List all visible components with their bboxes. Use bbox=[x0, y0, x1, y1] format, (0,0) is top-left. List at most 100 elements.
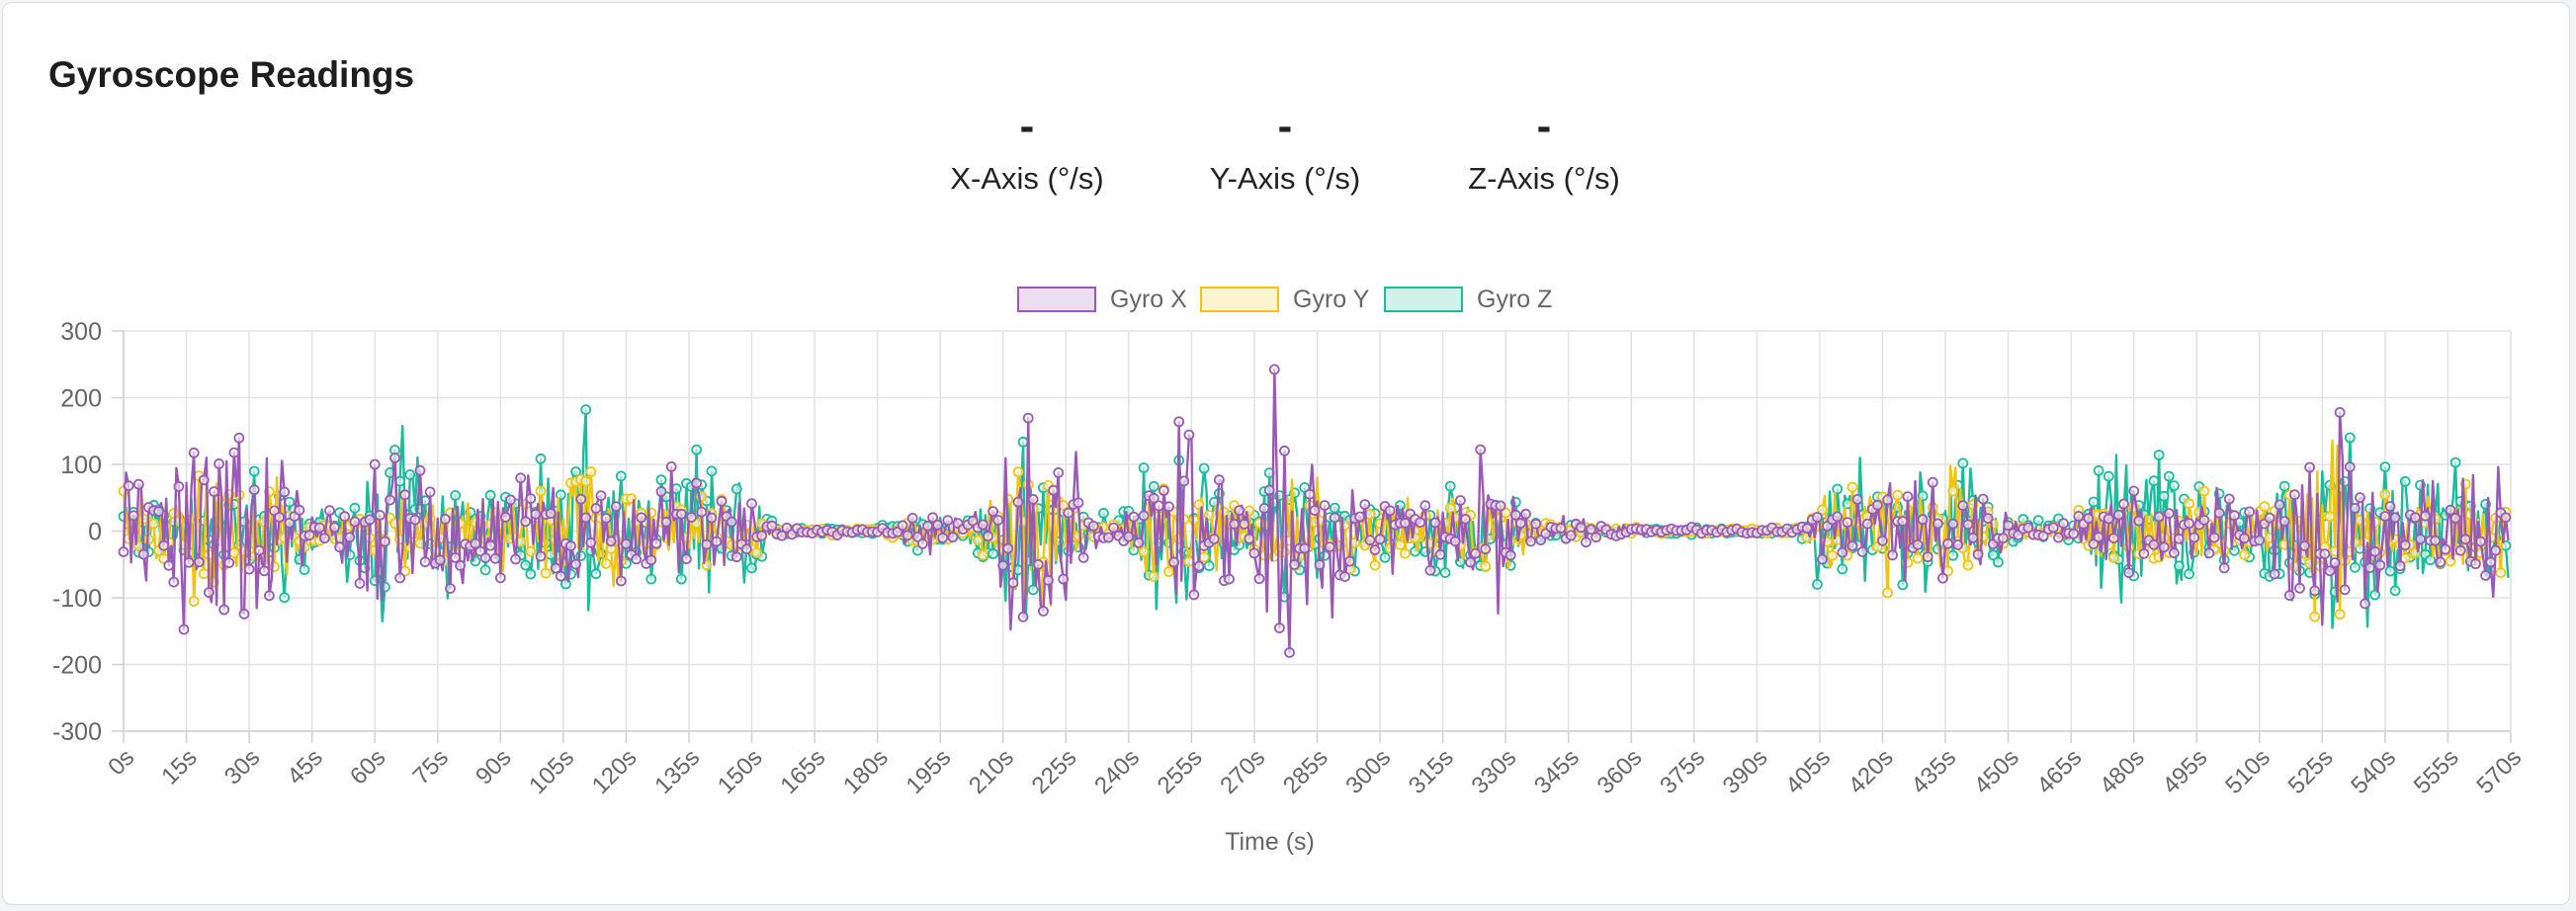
data-point bbox=[655, 474, 667, 486]
data-point bbox=[2184, 498, 2195, 510]
x-tick-label: 225s bbox=[1027, 744, 1082, 799]
x-tick-label: 255s bbox=[1153, 744, 1208, 799]
data-point bbox=[897, 520, 908, 532]
data-point bbox=[911, 532, 923, 542]
legend-swatch bbox=[1384, 287, 1463, 312]
data-point bbox=[137, 548, 149, 560]
data-point bbox=[1364, 535, 1376, 546]
data-point bbox=[696, 506, 708, 518]
data-point bbox=[1449, 536, 1461, 547]
data-point bbox=[1470, 547, 1482, 559]
data-point bbox=[716, 495, 728, 507]
data-point bbox=[1058, 573, 1070, 585]
data-point bbox=[419, 556, 431, 568]
data-point bbox=[1359, 499, 1371, 511]
data-point bbox=[2495, 567, 2507, 578]
data-point bbox=[1917, 514, 1929, 526]
y-tick-label: -300 bbox=[52, 718, 102, 746]
data-point bbox=[585, 537, 597, 548]
data-point bbox=[263, 590, 275, 602]
data-point bbox=[2500, 512, 2512, 524]
data-point bbox=[1022, 412, 1034, 424]
data-point bbox=[2058, 518, 2069, 530]
data-point bbox=[535, 453, 547, 464]
y-tick-label: -100 bbox=[52, 585, 102, 613]
data-point bbox=[1234, 505, 1245, 516]
data-point bbox=[766, 520, 778, 532]
data-point bbox=[2269, 568, 2280, 580]
data-point bbox=[2399, 539, 2411, 551]
data-point bbox=[148, 518, 159, 530]
data-point bbox=[198, 568, 210, 580]
x-tick-label: 555s bbox=[2409, 744, 2464, 799]
data-point bbox=[902, 530, 913, 541]
data-point bbox=[1007, 577, 1019, 589]
data-point bbox=[1419, 500, 1431, 512]
data-point bbox=[1480, 543, 1492, 555]
data-point bbox=[2278, 480, 2290, 492]
data-point bbox=[364, 514, 376, 526]
data-point bbox=[932, 519, 943, 531]
data-point bbox=[1444, 502, 1456, 514]
data-point bbox=[2173, 533, 2185, 544]
data-point bbox=[1832, 483, 1844, 495]
x-tick-label: 285s bbox=[1278, 744, 1333, 799]
data-point bbox=[183, 556, 195, 568]
data-point bbox=[2198, 515, 2210, 526]
data-point bbox=[605, 536, 617, 547]
data-point bbox=[2073, 511, 2085, 522]
data-point bbox=[967, 515, 979, 527]
data-point bbox=[1395, 538, 1406, 550]
x-tick-label: 480s bbox=[2095, 744, 2150, 799]
data-point bbox=[2339, 584, 2351, 596]
data-point bbox=[303, 530, 315, 541]
data-point bbox=[450, 489, 462, 501]
data-point bbox=[329, 522, 340, 534]
data-point bbox=[339, 511, 351, 523]
data-point bbox=[1952, 539, 1964, 550]
data-point bbox=[2168, 547, 2180, 559]
data-point bbox=[992, 515, 1004, 526]
legend-swatch bbox=[1017, 287, 1096, 312]
data-point bbox=[2440, 543, 2451, 555]
data-point bbox=[1504, 549, 1516, 561]
data-point bbox=[1319, 500, 1331, 511]
data-point bbox=[2083, 513, 2095, 525]
x-tick-label: 135s bbox=[649, 744, 705, 799]
data-point bbox=[1329, 512, 1340, 524]
data-point bbox=[2344, 432, 2356, 444]
data-point bbox=[1253, 573, 1265, 585]
data-point bbox=[1872, 499, 1883, 511]
series-gyro-x bbox=[118, 364, 2512, 658]
data-point bbox=[233, 432, 245, 444]
data-point bbox=[203, 587, 215, 598]
data-point bbox=[1148, 492, 1159, 504]
data-point bbox=[2103, 470, 2114, 482]
data-point bbox=[610, 501, 622, 513]
data-point bbox=[1103, 532, 1114, 543]
data-point bbox=[2037, 531, 2049, 541]
data-point bbox=[354, 578, 366, 589]
data-point bbox=[198, 474, 210, 486]
data-point bbox=[2430, 535, 2442, 546]
data-point bbox=[2394, 560, 2406, 572]
data-point bbox=[636, 512, 647, 524]
data-point bbox=[214, 457, 225, 469]
data-point bbox=[535, 550, 547, 562]
data-point bbox=[2344, 461, 2356, 473]
data-point bbox=[665, 460, 677, 472]
x-tick-label: 435s bbox=[1906, 744, 1961, 799]
data-point bbox=[2445, 504, 2456, 516]
data-point bbox=[1012, 466, 1024, 478]
data-point bbox=[2384, 501, 2396, 512]
data-point bbox=[1912, 538, 1924, 550]
data-point bbox=[188, 447, 200, 458]
data-point bbox=[1224, 573, 1235, 585]
data-point bbox=[2324, 511, 2336, 523]
y-tick-label: 300 bbox=[60, 318, 102, 346]
data-point bbox=[978, 549, 988, 561]
data-point bbox=[2128, 485, 2140, 497]
data-point bbox=[1927, 476, 1938, 488]
data-point bbox=[1017, 611, 1029, 622]
